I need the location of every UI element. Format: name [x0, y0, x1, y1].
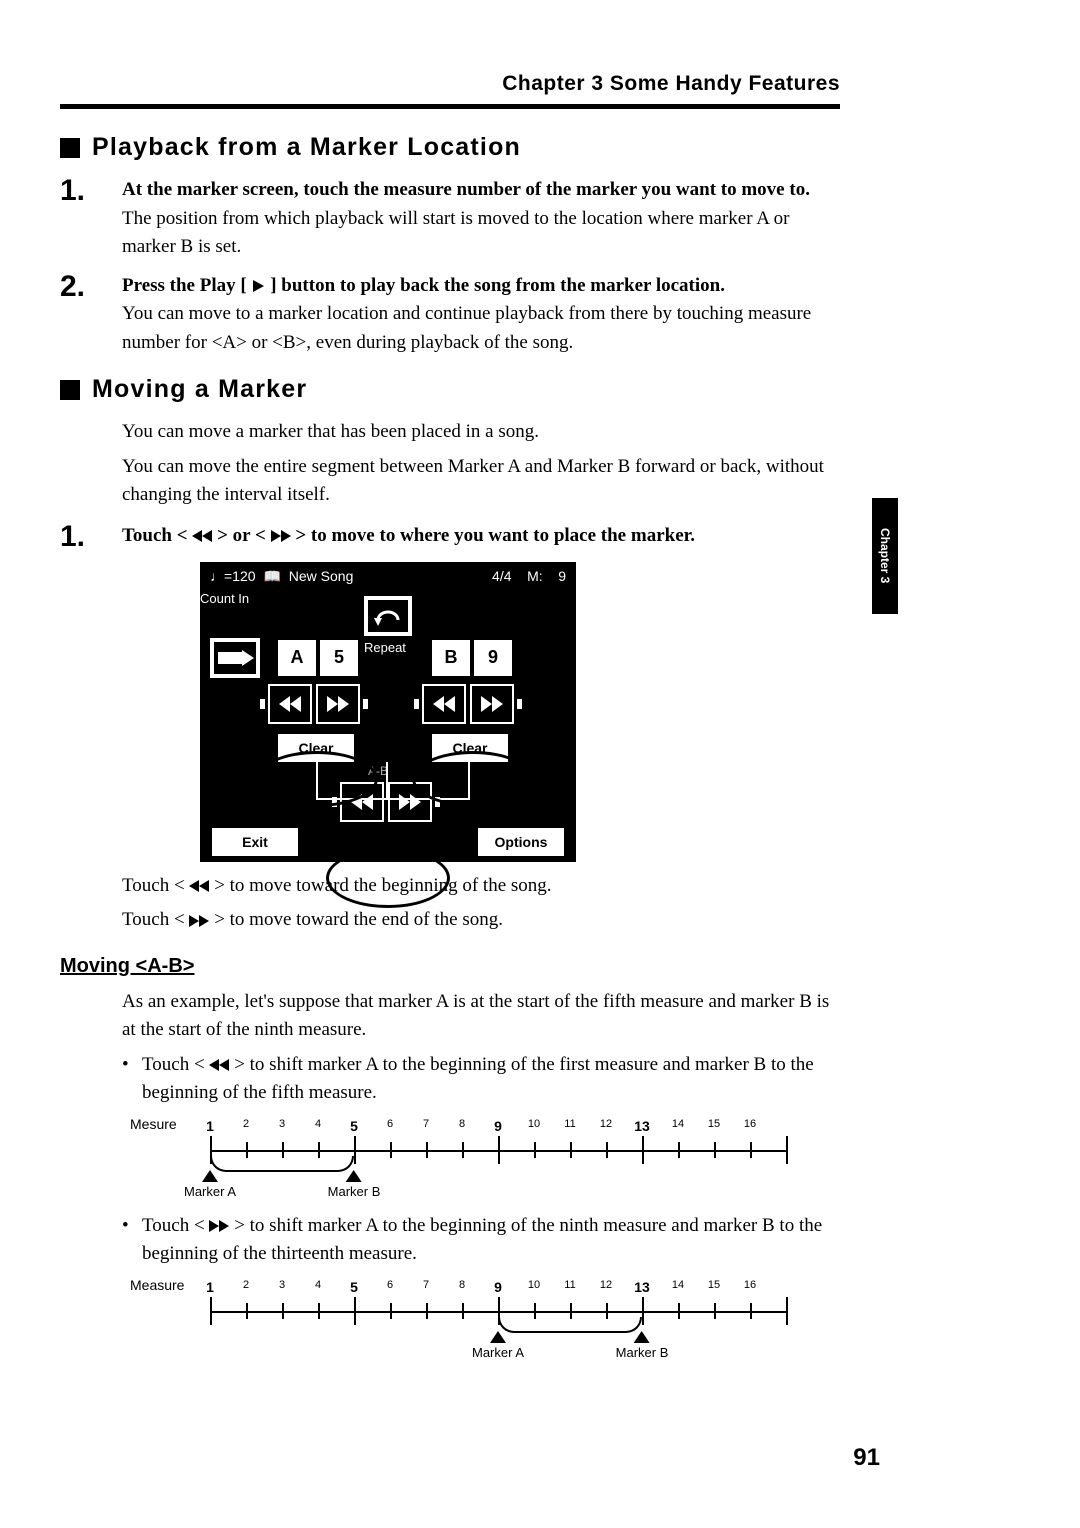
touch-fwd-desc: Touch < > to move toward the end of the …: [122, 906, 840, 935]
timeline-diagram-1: Mesure 12345678910111213141516Marker AMa…: [130, 1116, 810, 1206]
marker-b-box: B: [432, 640, 470, 676]
step-2: 2. Press the Play [ ] button to play bac…: [60, 272, 840, 358]
rewind-icon: [189, 880, 209, 892]
forward-icon: [271, 530, 291, 542]
section2-intro2: You can move the entire segment between …: [122, 453, 840, 510]
measure-label: Mesure: [130, 1116, 177, 1132]
rewind-button: [270, 686, 310, 722]
marker-a-box: A: [278, 640, 316, 676]
measure-value: 9: [558, 568, 566, 584]
rewind-icon: [209, 1059, 229, 1071]
moving-ab-heading: Moving <A-B>: [60, 955, 840, 978]
section-moving-title: Moving a Marker: [60, 375, 840, 404]
page-number: 91: [853, 1444, 880, 1472]
timeline-diagram-2: Measure 12345678910111213141516Marker AM…: [130, 1277, 810, 1367]
play-icon: [251, 279, 265, 293]
step2-title: Press the Play [ ] button to play back t…: [122, 272, 840, 301]
repeat-button: [366, 598, 410, 634]
tempo-label: ♩=120: [210, 568, 256, 584]
repeat-label: Repeat: [364, 640, 406, 655]
square-bullet-icon: [60, 138, 80, 158]
moving-ab-intro: As an example, let's suppose that marker…: [122, 988, 840, 1045]
song-title: New Song: [289, 568, 354, 584]
bullet-1: • Touch < > to shift marker A to the beg…: [122, 1051, 840, 1108]
exit-button: Exit: [212, 828, 298, 856]
section2-step-1: 1. Touch < > or < > to move to where you…: [60, 522, 840, 552]
chapter-header: Chapter 3 Some Handy Features: [60, 72, 840, 96]
step2-desc: You can move to a marker location and co…: [122, 300, 840, 357]
arrow-group-ab: [340, 784, 436, 824]
header-rule: [60, 104, 840, 109]
forward-icon: [209, 1220, 229, 1232]
section1-title-text: Playback from a Marker Location: [92, 133, 521, 162]
rewind-icon: [192, 530, 212, 542]
arrow-group-b: [422, 686, 518, 726]
step1-desc: The position from which playback will st…: [122, 205, 840, 262]
measure-label: M:: [527, 568, 543, 584]
clear-b-button: Clear: [432, 734, 508, 762]
rewind-button: [424, 686, 464, 722]
marker-a-value: 5: [320, 640, 358, 676]
square-bullet-icon: [60, 380, 80, 400]
marker-screen-graphic: ♩=120 📖 New Song 4/4 M: 9 Count In Repea…: [200, 562, 576, 862]
forward-button: [472, 686, 512, 722]
arrow-group-a: [268, 686, 364, 726]
measure-label: Measure: [130, 1277, 184, 1293]
clear-a-button: Clear: [278, 734, 354, 762]
side-tab: Chapter 3: [872, 498, 898, 614]
section-playback-title: Playback from a Marker Location: [60, 133, 840, 162]
step-1: 1. At the marker screen, touch the measu…: [60, 176, 840, 262]
section2-intro1: You can move a marker that has been plac…: [122, 418, 840, 447]
step-number: 2.: [60, 272, 122, 358]
rewind-button: [342, 784, 382, 820]
section2-title-text: Moving a Marker: [92, 375, 307, 404]
section2-step1-title: Touch < > or < > to move to where you wa…: [122, 522, 840, 551]
count-in-button: [212, 640, 258, 676]
time-sig: 4/4: [492, 568, 511, 584]
touch-rew-desc: Touch < > to move toward the beginning o…: [122, 872, 840, 901]
options-button: Options: [478, 828, 564, 856]
forward-button: [318, 686, 358, 722]
step1-title: At the marker screen, touch the measure …: [122, 176, 840, 205]
marker-b-value: 9: [474, 640, 512, 676]
bullet-2: • Touch < > to shift marker A to the beg…: [122, 1212, 840, 1269]
step-number: 1.: [60, 522, 122, 552]
forward-button: [390, 784, 430, 820]
step-number: 1.: [60, 176, 122, 262]
forward-icon: [189, 915, 209, 927]
page-content: Chapter 3 Some Handy Features Playback f…: [60, 72, 840, 1373]
